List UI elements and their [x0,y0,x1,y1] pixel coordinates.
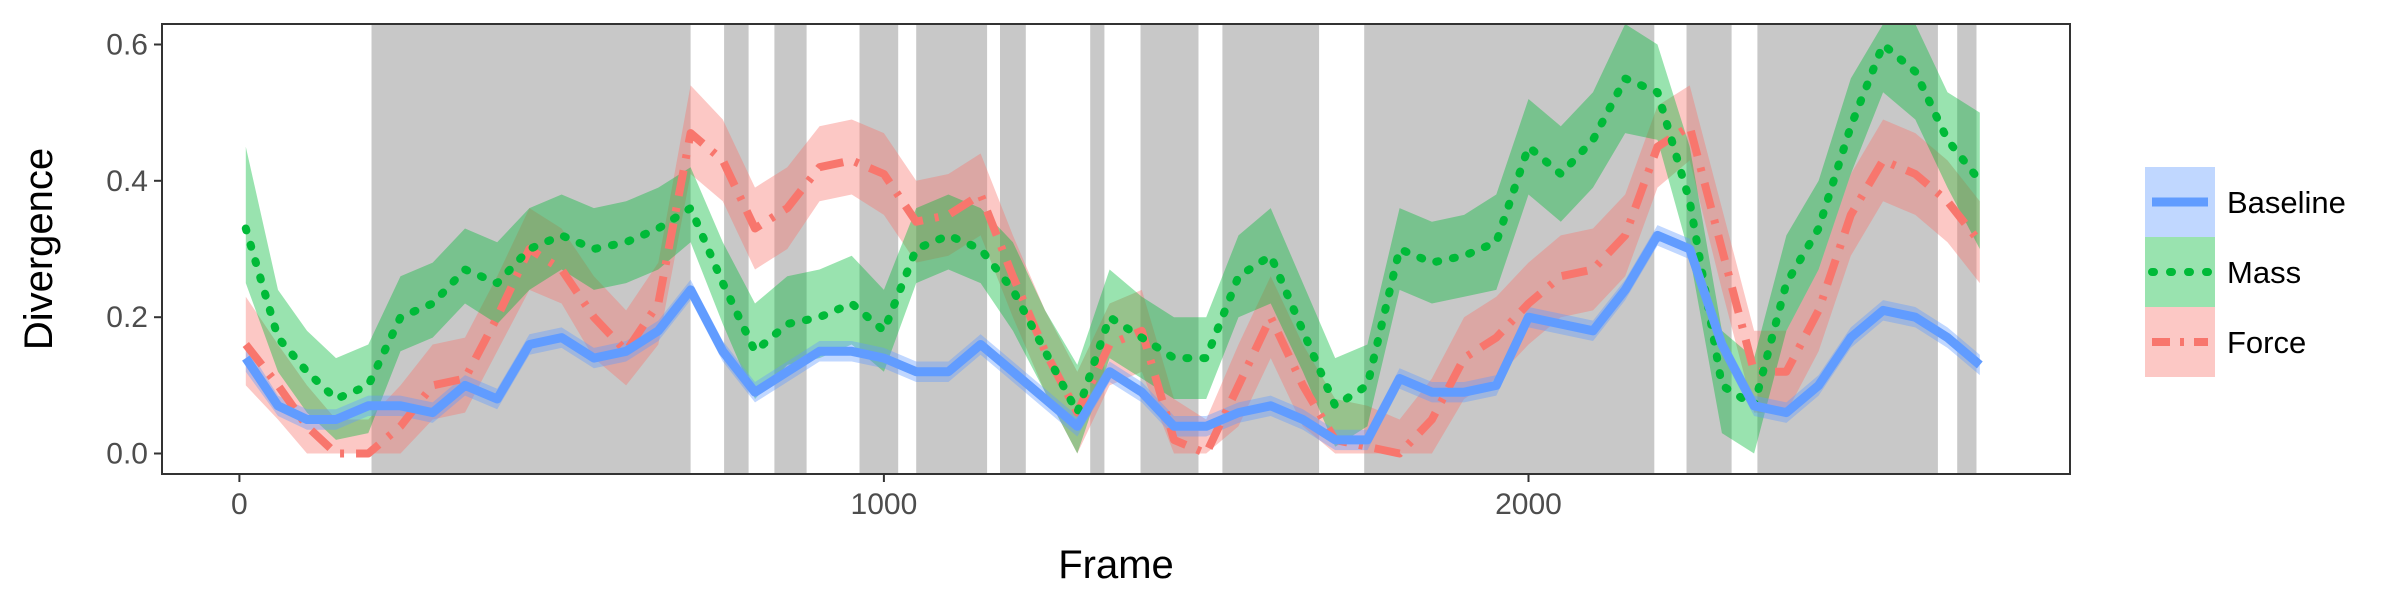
x-axis-title: Frame [1058,543,1174,587]
shaded-range-4 [916,24,988,474]
y-tick-label-0: 0.0 [106,438,148,471]
shaded-range-9 [1364,24,1655,474]
y-tick-label-3: 0.6 [106,29,148,62]
axes: 0 1000 2000 0.0 0.2 0.4 0.6 [106,29,1562,522]
y-tick-label-2: 0.4 [106,165,148,198]
baseline-line [242,230,1983,445]
shaded-range-1 [724,24,749,474]
x-tick-label-0: 0 [231,488,248,521]
shaded-range-3 [859,24,899,474]
shaded-regions [371,24,1977,474]
plot-border [161,23,2071,475]
shaded-range-11 [1757,24,1938,474]
x-tick-label-1: 1000 [851,488,918,521]
mass-ribbon [245,24,1980,454]
mass-line [241,40,1984,417]
shaded-range-8 [1222,24,1320,474]
y-tick-label-1: 0.2 [106,301,148,334]
legend-label-mass: Mass [2227,255,2301,290]
legend-label-force: Force [2227,325,2306,360]
legend-label-baseline: Baseline [2227,185,2346,220]
y-axis-title: Divergence [17,148,61,350]
series-lines [241,40,1984,458]
shaded-range-2 [774,24,807,474]
x-tick-label-2: 2000 [1495,488,1562,521]
legend: Baseline Mass Force [2145,167,2346,377]
